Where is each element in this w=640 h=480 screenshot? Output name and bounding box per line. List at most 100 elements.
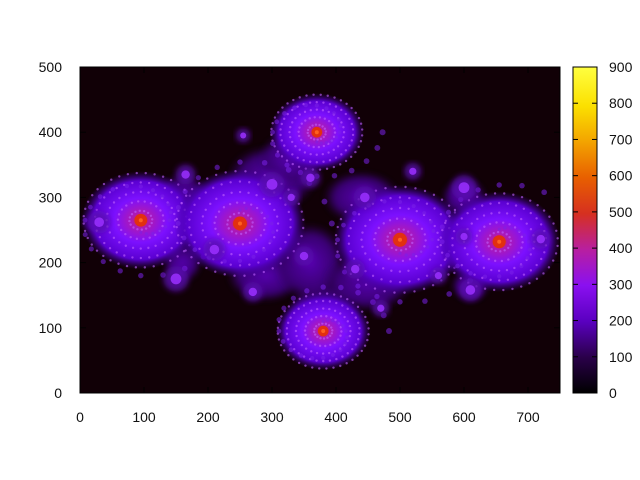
fractal-dot bbox=[542, 272, 545, 275]
fractal-dot bbox=[135, 171, 138, 175]
fractal-dot bbox=[330, 326, 333, 329]
fractal-dot bbox=[289, 226, 292, 229]
fractal-dot bbox=[175, 221, 181, 226]
fractal-dot bbox=[366, 321, 369, 324]
fractal-dot bbox=[300, 138, 303, 142]
fractal-dot bbox=[175, 204, 181, 210]
fractal-dot bbox=[308, 301, 312, 305]
fractal-dot bbox=[302, 159, 305, 162]
fractal-dot bbox=[294, 329, 298, 333]
fractal-dot bbox=[248, 263, 251, 266]
fractal-dot bbox=[304, 295, 308, 298]
fractal-dot bbox=[279, 262, 283, 265]
fractal-dot bbox=[129, 223, 132, 226]
fractal-dot bbox=[303, 102, 308, 108]
fractal-dot bbox=[371, 274, 375, 278]
fractal-dot bbox=[297, 130, 300, 133]
fractal-dot bbox=[315, 100, 318, 104]
fractal-dot bbox=[332, 148, 335, 152]
fractal-dot bbox=[235, 232, 238, 235]
fractal-dot bbox=[351, 311, 354, 315]
fractal-dot bbox=[484, 193, 488, 196]
fractal-dot bbox=[294, 145, 297, 148]
fractal-dot bbox=[433, 207, 436, 210]
fractal-dot bbox=[529, 211, 532, 215]
fractal-dot bbox=[238, 264, 242, 267]
fractal-dot bbox=[290, 295, 296, 301]
fractal-dot bbox=[262, 197, 266, 201]
fractal-dot bbox=[452, 251, 456, 254]
fractal-dot bbox=[147, 191, 150, 194]
fractal-dot bbox=[159, 209, 162, 212]
fractal-dot bbox=[130, 201, 134, 205]
fractal-satellite bbox=[94, 217, 104, 227]
fractal-dot bbox=[325, 292, 329, 295]
fractal-dot bbox=[327, 119, 331, 123]
fractal-dot bbox=[205, 266, 208, 270]
fractal-dot bbox=[144, 232, 148, 236]
fractal-dot bbox=[330, 316, 333, 319]
fractal-dot bbox=[233, 274, 236, 277]
fractal-dot bbox=[331, 123, 334, 126]
fractal-dot bbox=[340, 330, 343, 333]
fractal-dot bbox=[411, 241, 414, 245]
fractal-dot bbox=[321, 125, 324, 128]
fractal-dot bbox=[154, 233, 157, 237]
fractal-dot bbox=[134, 210, 137, 214]
fractal-dot bbox=[324, 130, 328, 133]
fractal-dot bbox=[346, 297, 349, 301]
fractal-dot bbox=[374, 293, 380, 300]
fractal-dot bbox=[176, 255, 179, 258]
fractal-dot bbox=[349, 155, 353, 159]
fractal-dot bbox=[339, 295, 343, 298]
fractal-dot bbox=[270, 129, 275, 135]
fractal-dot bbox=[321, 109, 325, 112]
fractal-dot bbox=[170, 231, 173, 234]
fractal-dot bbox=[422, 263, 426, 266]
fractal-dot bbox=[394, 259, 397, 262]
fractal-dot bbox=[519, 217, 523, 221]
fractal-dot bbox=[292, 105, 297, 110]
fractal-dot bbox=[229, 215, 232, 218]
fractal-dot bbox=[338, 347, 343, 352]
fractal-dot bbox=[160, 241, 164, 244]
fractal-dot bbox=[274, 119, 280, 125]
fractal-dot bbox=[227, 227, 230, 230]
fractal-dot bbox=[500, 259, 504, 263]
fractal-dot bbox=[217, 210, 221, 213]
fractal-dot bbox=[401, 259, 405, 263]
fractal-dot bbox=[155, 205, 158, 208]
fractal-dot bbox=[227, 241, 230, 244]
fractal-dot bbox=[176, 234, 180, 237]
fractal-dot bbox=[346, 339, 349, 343]
fractal-dot bbox=[318, 344, 322, 348]
y-tick-label: 0 bbox=[54, 385, 62, 401]
fractal-dot bbox=[287, 233, 291, 237]
fractal-dot bbox=[420, 227, 424, 231]
fractal-dot bbox=[376, 249, 380, 252]
fractal-dot bbox=[456, 257, 459, 261]
fractal-dot bbox=[217, 233, 220, 236]
fractal-dot bbox=[473, 207, 476, 211]
fractal-dot bbox=[147, 181, 151, 185]
fractal-dot bbox=[351, 301, 355, 304]
fractal-dot bbox=[336, 117, 341, 122]
fractal-dot bbox=[487, 245, 491, 248]
fractal-dot bbox=[341, 222, 346, 228]
fractal-dot bbox=[493, 259, 497, 263]
fractal-dot bbox=[163, 186, 167, 190]
fractal-dot bbox=[451, 237, 454, 240]
fractal-dot bbox=[398, 206, 402, 210]
fractal-dot bbox=[337, 130, 342, 135]
fractal-dot bbox=[505, 212, 509, 215]
fractal-dot bbox=[487, 257, 491, 261]
fractal-dot bbox=[324, 106, 329, 111]
fractal-dot bbox=[302, 218, 305, 221]
fractal-dot bbox=[306, 321, 310, 324]
fractal-dot bbox=[415, 267, 418, 270]
fractal-dot bbox=[235, 201, 239, 204]
fractal-dot bbox=[190, 187, 194, 191]
fractal-dot bbox=[536, 203, 539, 207]
fractal-dot bbox=[483, 225, 486, 228]
